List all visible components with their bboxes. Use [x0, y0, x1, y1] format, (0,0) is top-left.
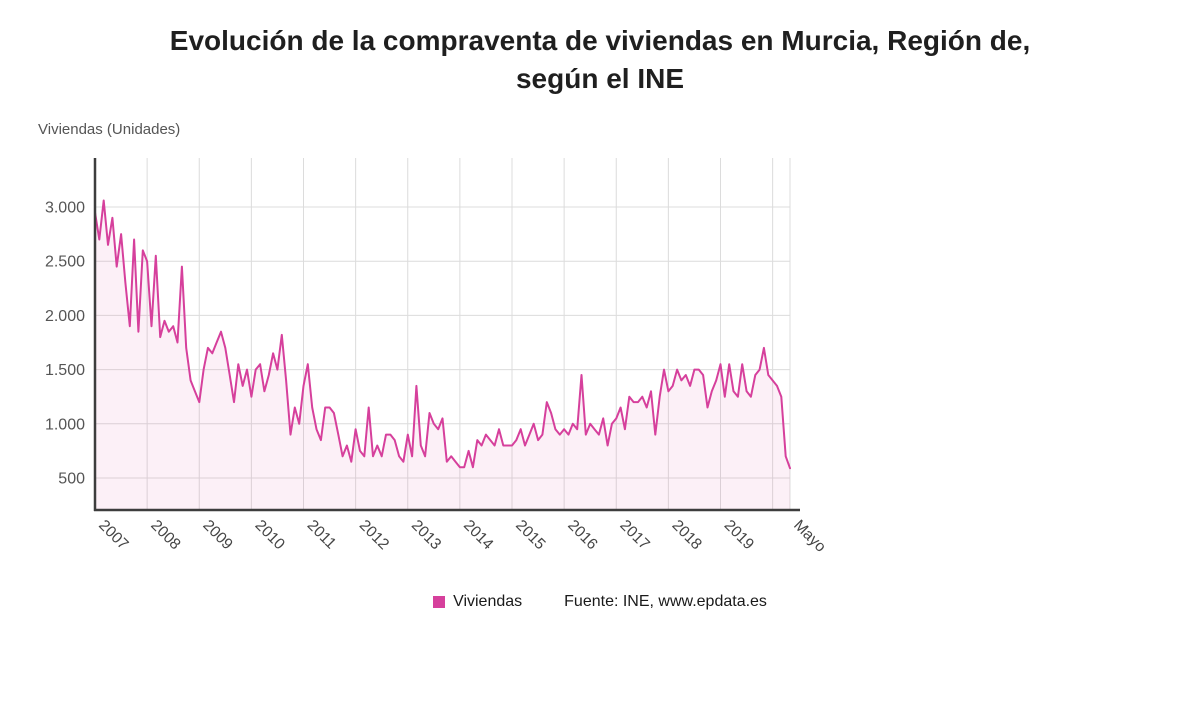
- y-tick-label: 2.500: [45, 254, 85, 271]
- x-tick-label: 2016: [564, 517, 600, 553]
- page-title: Evolución de la compraventa de viviendas…: [0, 22, 1200, 98]
- y-axis-title: Viviendas (Unidades): [38, 121, 181, 138]
- x-tick-label: 2011: [304, 517, 340, 553]
- viviendas-legend-swatch: [433, 596, 446, 608]
- source-text: Fuente: INE, www.epdata.es: [564, 593, 767, 610]
- x-tick-label: 2013: [408, 517, 444, 553]
- x-tick-label: 2018: [669, 517, 705, 553]
- x-tick-label: 2017: [616, 517, 652, 553]
- x-tick-label: 2014: [460, 517, 497, 554]
- x-tick-label: 2007: [95, 517, 131, 553]
- chart-legend: Viviendas Fuente: INE, www.epdata.es: [0, 593, 1200, 611]
- x-tick-label: 2010: [252, 517, 289, 554]
- x-tick-label: 2008: [147, 517, 183, 553]
- y-tick-label: 1.000: [45, 416, 85, 433]
- x-tick-label: 2012: [356, 517, 392, 553]
- x-tick-label: 2019: [721, 517, 757, 553]
- viviendas-legend-label: Viviendas: [453, 593, 523, 610]
- x-tick-label: 2009: [199, 517, 235, 553]
- viviendas-area: [95, 200, 790, 510]
- viviendas-line: [94, 199, 791, 470]
- y-tick-label: 3.000: [45, 200, 85, 217]
- y-tick-label: 500: [58, 471, 85, 488]
- page-title-line1: Evolución de la compraventa de viviendas…: [169, 25, 1031, 56]
- x-tick-label: 2015: [512, 517, 548, 553]
- page-title-line2: según el INE: [515, 62, 685, 94]
- y-tick-label: 2.000: [45, 308, 85, 325]
- y-tick-label: 1.500: [45, 362, 85, 379]
- x-tick-label: Mayo: [790, 517, 829, 556]
